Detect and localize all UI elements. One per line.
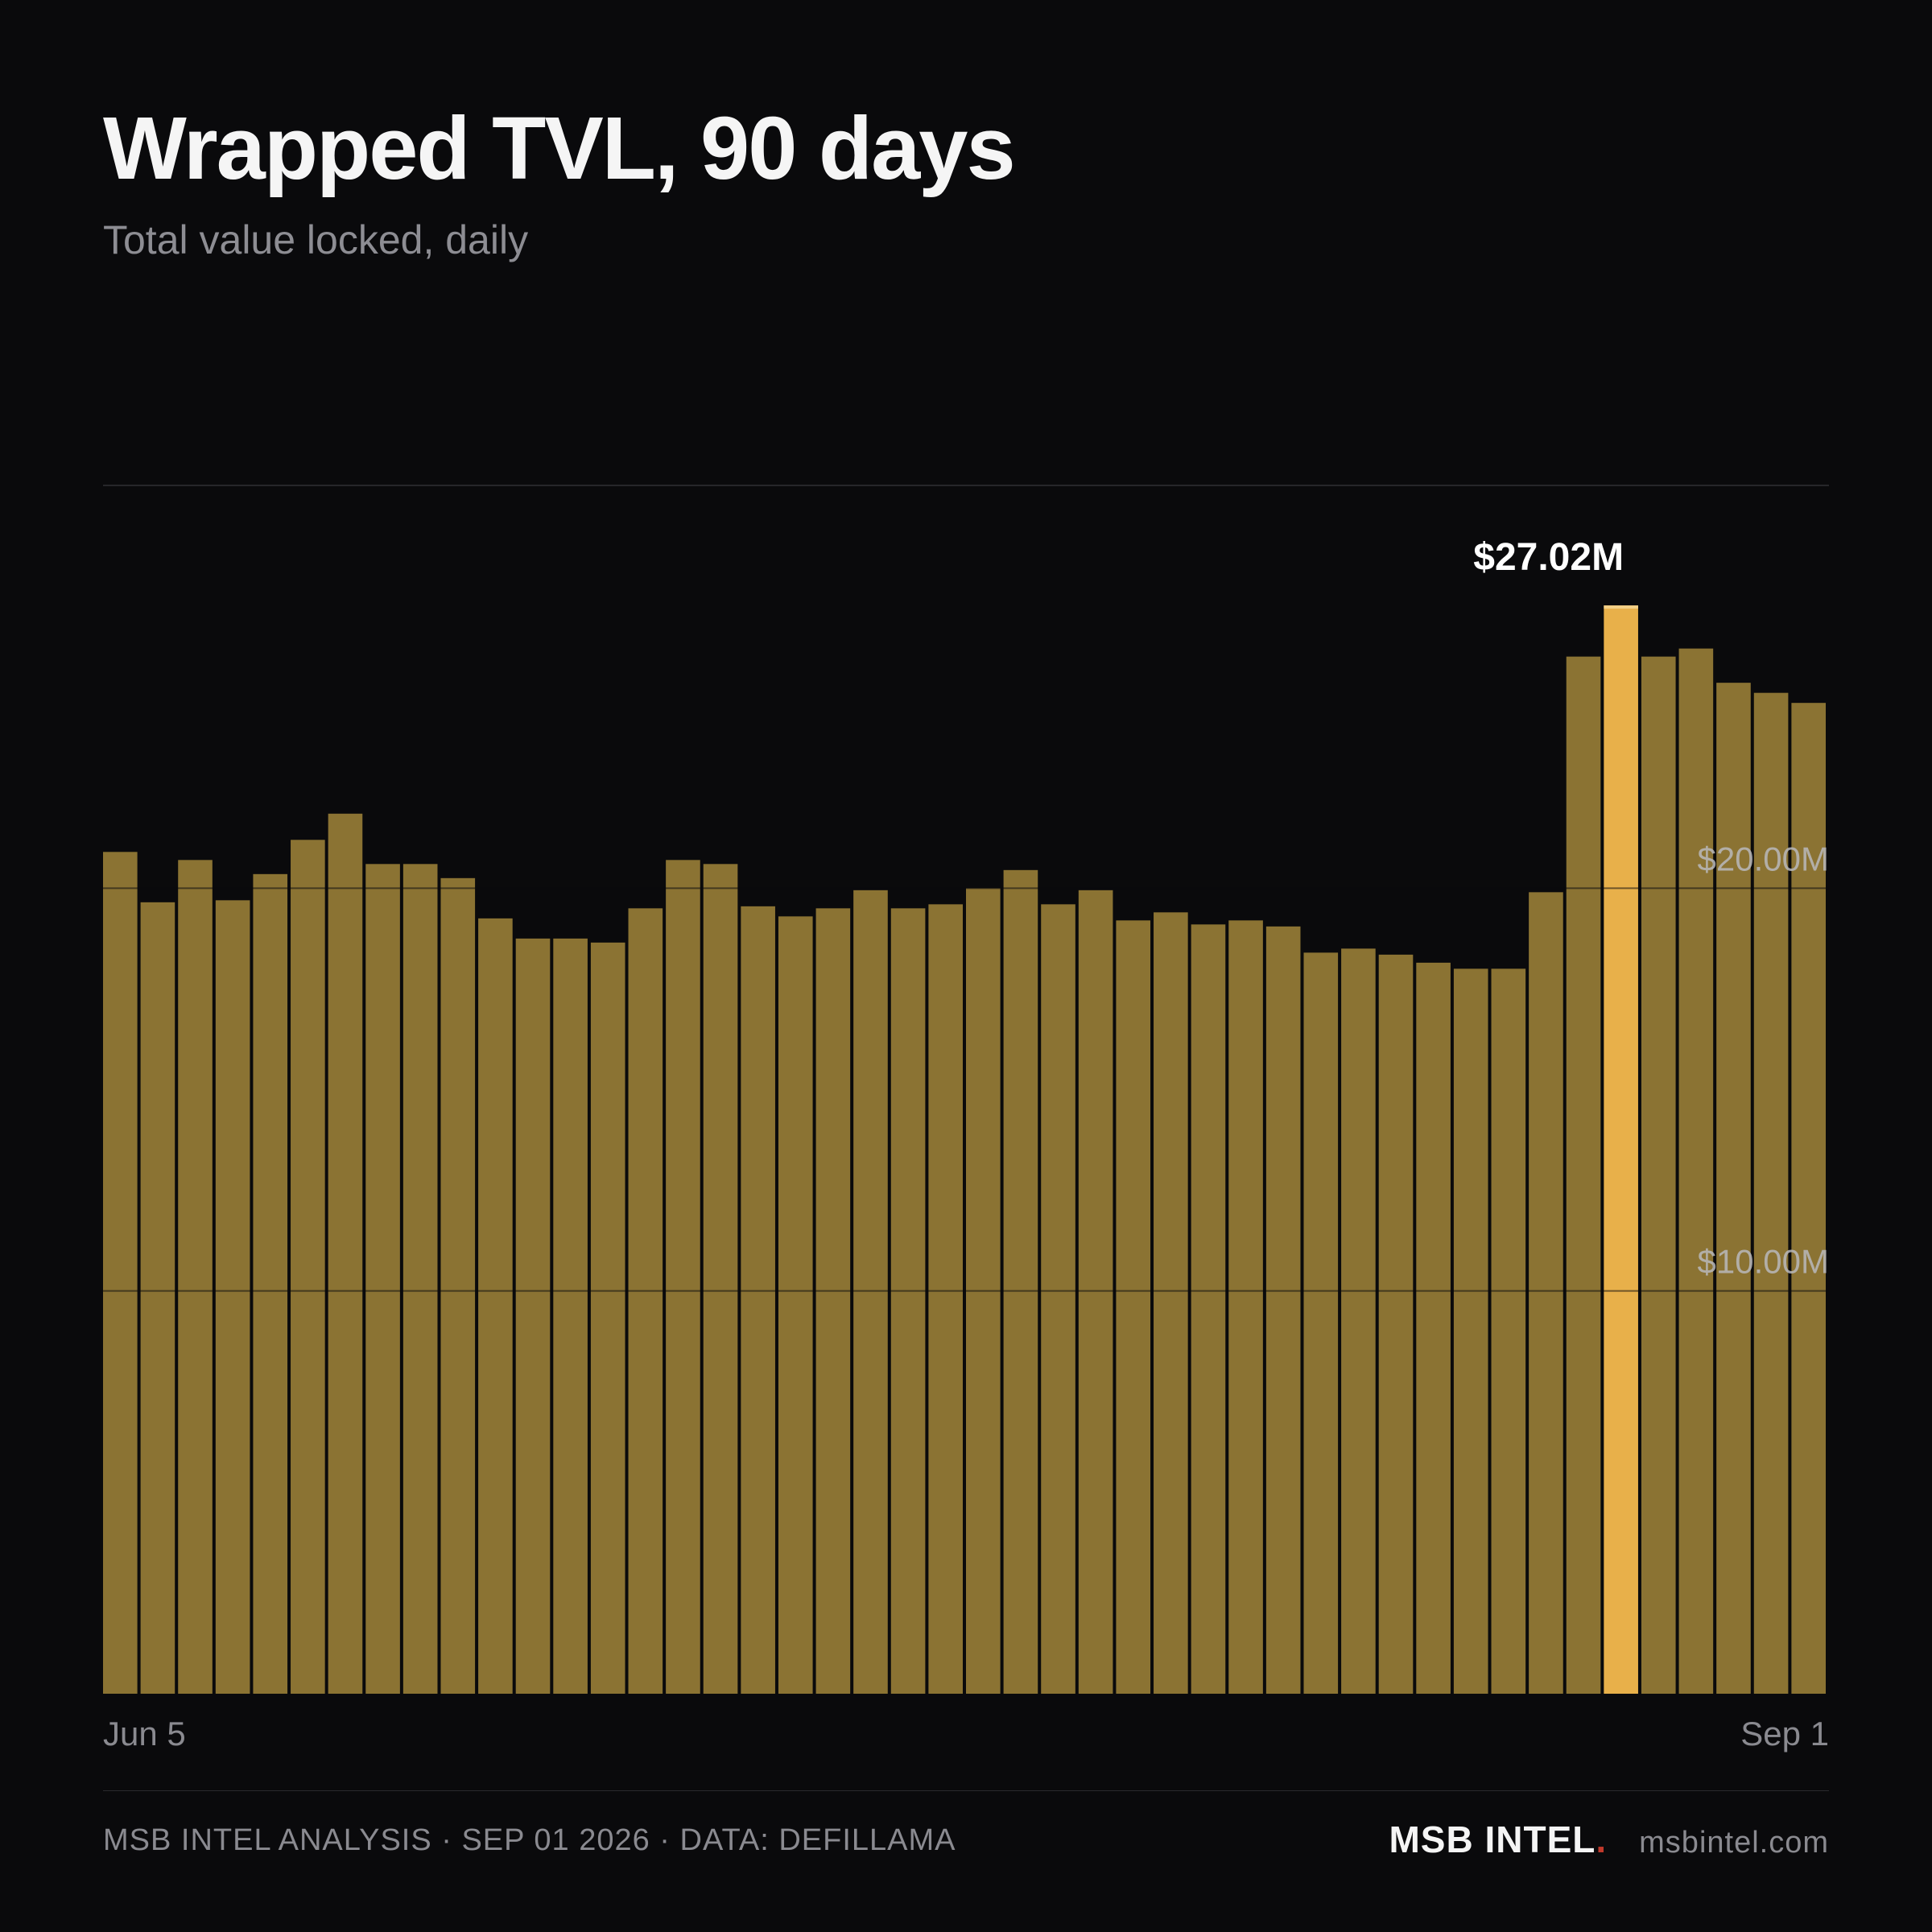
- brand-dot: .: [1596, 1818, 1608, 1860]
- x-tick-label: Jun 5: [103, 1715, 186, 1752]
- bar: [140, 902, 175, 1694]
- brand-name: MSB INTEL: [1389, 1818, 1596, 1860]
- x-tick-label: Sep 1: [1740, 1715, 1829, 1752]
- bar: [853, 890, 888, 1694]
- bar: [1529, 892, 1563, 1694]
- bar: [1003, 869, 1038, 1694]
- bar: [1791, 703, 1826, 1695]
- page-title: Wrapped TVL, 90 days: [103, 99, 1016, 198]
- bar: [253, 873, 288, 1694]
- bar: [590, 942, 625, 1694]
- bar: [890, 908, 926, 1694]
- bar: [928, 904, 963, 1694]
- y-tick-label: $10.00M: [1698, 1243, 1829, 1281]
- bar: [103, 852, 138, 1694]
- bar: [1191, 924, 1226, 1694]
- bar: [1303, 952, 1339, 1694]
- footer-branding: MSB INTEL. msbintel.com: [1389, 1818, 1829, 1861]
- bar: [478, 918, 513, 1694]
- bar: [1078, 890, 1113, 1694]
- bar: [1753, 692, 1789, 1695]
- bar: [1453, 968, 1488, 1694]
- footer-credit: MSB INTEL ANALYSIS · SEP 01 2026 · DATA:…: [103, 1823, 956, 1857]
- bar: [215, 900, 250, 1694]
- peak-value-label: $27.02M: [1473, 536, 1624, 579]
- bar: [1154, 912, 1188, 1694]
- bar: [1641, 656, 1676, 1694]
- bar: [1678, 648, 1714, 1694]
- bar: [1716, 683, 1751, 1695]
- bar: [1416, 962, 1451, 1694]
- bar: [1228, 920, 1263, 1694]
- bar: [666, 860, 700, 1694]
- bar: [703, 864, 738, 1694]
- bar: [628, 908, 663, 1694]
- bar: [553, 938, 588, 1695]
- site-url[interactable]: msbintel.com: [1639, 1826, 1829, 1860]
- bar: [1116, 920, 1151, 1694]
- footer-divider: [103, 1790, 1829, 1791]
- bar: [291, 840, 325, 1694]
- bar-highlight-cap: [1604, 605, 1638, 609]
- bar: [1265, 926, 1301, 1694]
- bar: [515, 938, 551, 1695]
- bar: [328, 813, 363, 1694]
- brand-logo: MSB INTEL.: [1389, 1818, 1607, 1861]
- bar: [1566, 656, 1601, 1694]
- bar: [402, 864, 438, 1694]
- bar: [1378, 954, 1414, 1694]
- bar-highlight: [1604, 605, 1638, 1694]
- bar: [1491, 968, 1526, 1694]
- bar: [1341, 948, 1376, 1694]
- bar: [778, 916, 813, 1694]
- bar: [741, 906, 775, 1694]
- y-tick-label: $20.00M: [1698, 840, 1829, 877]
- bar: [1041, 904, 1075, 1694]
- page-subtitle: Total value locked, daily: [103, 217, 529, 262]
- bar: [440, 877, 476, 1694]
- bar: [178, 860, 213, 1694]
- bar: [815, 908, 851, 1694]
- bar: [365, 864, 400, 1694]
